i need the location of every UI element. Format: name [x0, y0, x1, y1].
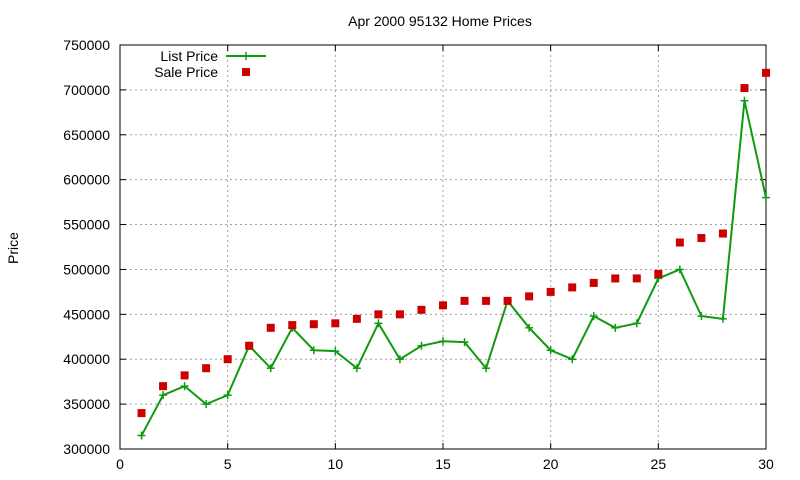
data-point: [395, 355, 404, 364]
data-point: [223, 355, 232, 364]
data-point: [525, 323, 534, 332]
data-point: [675, 265, 684, 274]
data-point: [718, 314, 727, 323]
data-point: [245, 341, 254, 350]
data-point: [762, 68, 770, 77]
x-tick-label: 5: [224, 456, 232, 472]
data-point: [417, 305, 426, 314]
data-point: [762, 193, 770, 202]
axis-ticks: 0 5 10 15 20 25 30 300000 350000 400000 450000 5000…: [63, 37, 774, 472]
data-point: [460, 338, 469, 347]
y-tick-label: 400000: [63, 351, 110, 367]
data-point: [266, 364, 275, 373]
plot-frame: [119, 44, 767, 450]
data-point: [546, 346, 555, 355]
data-point: [654, 269, 663, 278]
data-point: [503, 296, 512, 305]
data-point: [632, 274, 641, 283]
data-point: [374, 319, 383, 328]
x-tick-label: 25: [651, 456, 667, 472]
y-tick-label: 450000: [63, 306, 110, 322]
data-point: [697, 234, 706, 243]
x-tick-label: 10: [328, 456, 344, 472]
data-point: [137, 431, 146, 440]
data-point: [482, 296, 491, 305]
y-tick-label: 700000: [63, 82, 110, 98]
data-point: [740, 84, 749, 93]
data-point: [546, 287, 555, 296]
x-tick-label: 0: [116, 456, 124, 472]
y-tick-label: 500000: [63, 261, 110, 277]
y-axis-label: Price: [5, 232, 21, 264]
data-point: [266, 323, 275, 332]
series-2: [137, 68, 770, 418]
series-1: [137, 96, 770, 440]
y-tick-label: 350000: [63, 396, 110, 412]
y-tick-label: 600000: [63, 172, 110, 188]
series-layer: [137, 68, 770, 440]
data-point: [417, 341, 426, 350]
x-tick-label: 20: [543, 456, 559, 472]
data-point: [180, 371, 189, 380]
data-point: [439, 301, 447, 310]
legend-label: Sale Price: [154, 64, 218, 80]
data-point: [202, 364, 211, 373]
data-point: [352, 314, 361, 323]
data-point: [611, 323, 620, 332]
data-point: [589, 278, 598, 287]
data-point: [202, 400, 211, 409]
data-point: [568, 283, 577, 292]
data-point: [288, 321, 297, 330]
data-point: [352, 364, 361, 373]
data-point: [675, 238, 684, 247]
data-point: [525, 292, 534, 301]
data-point: [740, 96, 749, 105]
y-tick-label: 750000: [63, 37, 110, 53]
y-tick-label: 550000: [63, 217, 110, 233]
data-point: [568, 355, 577, 364]
data-point: [331, 347, 340, 356]
data-point: [159, 382, 168, 391]
data-point: [395, 310, 404, 319]
legend-label: List Price: [160, 48, 218, 64]
data-point: [309, 346, 318, 355]
data-point: [632, 319, 641, 328]
data-point: [374, 310, 383, 319]
data-point: [159, 391, 168, 400]
legend-marker: [242, 68, 250, 76]
data-point: [460, 296, 469, 305]
x-tick-label: 30: [758, 456, 774, 472]
data-point: [137, 409, 146, 418]
data-point: [482, 364, 491, 373]
x-tick-label: 15: [435, 456, 451, 472]
y-tick-label: 300000: [63, 441, 110, 457]
y-tick-label: 650000: [63, 127, 110, 143]
data-point: [180, 382, 189, 391]
legend-marker: [242, 52, 250, 60]
chart-title: Apr 2000 95132 Home Prices: [348, 13, 532, 29]
data-point: [331, 319, 340, 328]
grid-lines: [120, 45, 766, 449]
series-line: [140, 100, 767, 437]
data-point: [439, 337, 447, 346]
data-point: [589, 312, 598, 321]
data-point: [697, 312, 706, 321]
data-point: [611, 274, 620, 283]
data-point: [309, 320, 318, 329]
data-point: [223, 391, 232, 400]
data-point: [718, 229, 727, 238]
